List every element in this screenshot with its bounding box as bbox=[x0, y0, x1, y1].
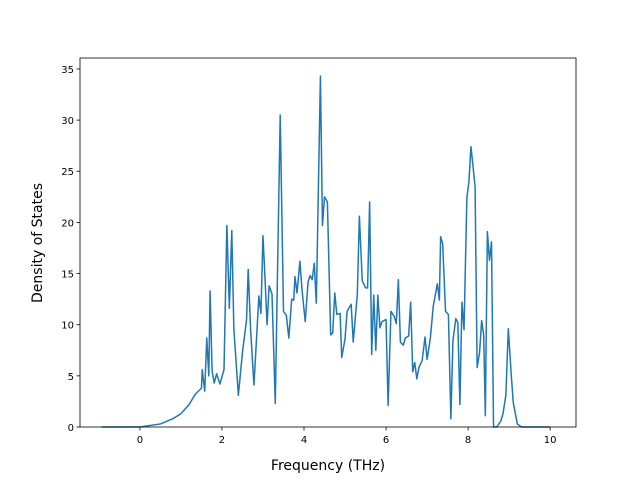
x-tick-label: 2 bbox=[219, 435, 225, 446]
x-tick-label: 4 bbox=[301, 435, 307, 446]
y-tick-label: 0 bbox=[68, 423, 74, 434]
x-axis-label: Frequency (THz) bbox=[271, 458, 385, 474]
x-tick-label: 0 bbox=[137, 435, 143, 446]
y-tick-label: 35 bbox=[61, 65, 74, 76]
y-tick-label: 10 bbox=[61, 321, 74, 332]
y-tick-label: 25 bbox=[61, 167, 74, 178]
plot-frame bbox=[79, 57, 577, 428]
y-tick-label: 20 bbox=[61, 218, 74, 229]
x-tick-label: 8 bbox=[465, 435, 471, 446]
x-tick-label: 6 bbox=[383, 435, 389, 446]
y-axis-label: Density of States bbox=[30, 183, 46, 303]
line bbox=[101, 75, 551, 428]
y-tick-label: 5 bbox=[68, 372, 74, 383]
y-tick-label: 15 bbox=[61, 270, 74, 281]
x-tick-label: 10 bbox=[544, 435, 557, 446]
y-tick-label: 30 bbox=[61, 116, 74, 127]
